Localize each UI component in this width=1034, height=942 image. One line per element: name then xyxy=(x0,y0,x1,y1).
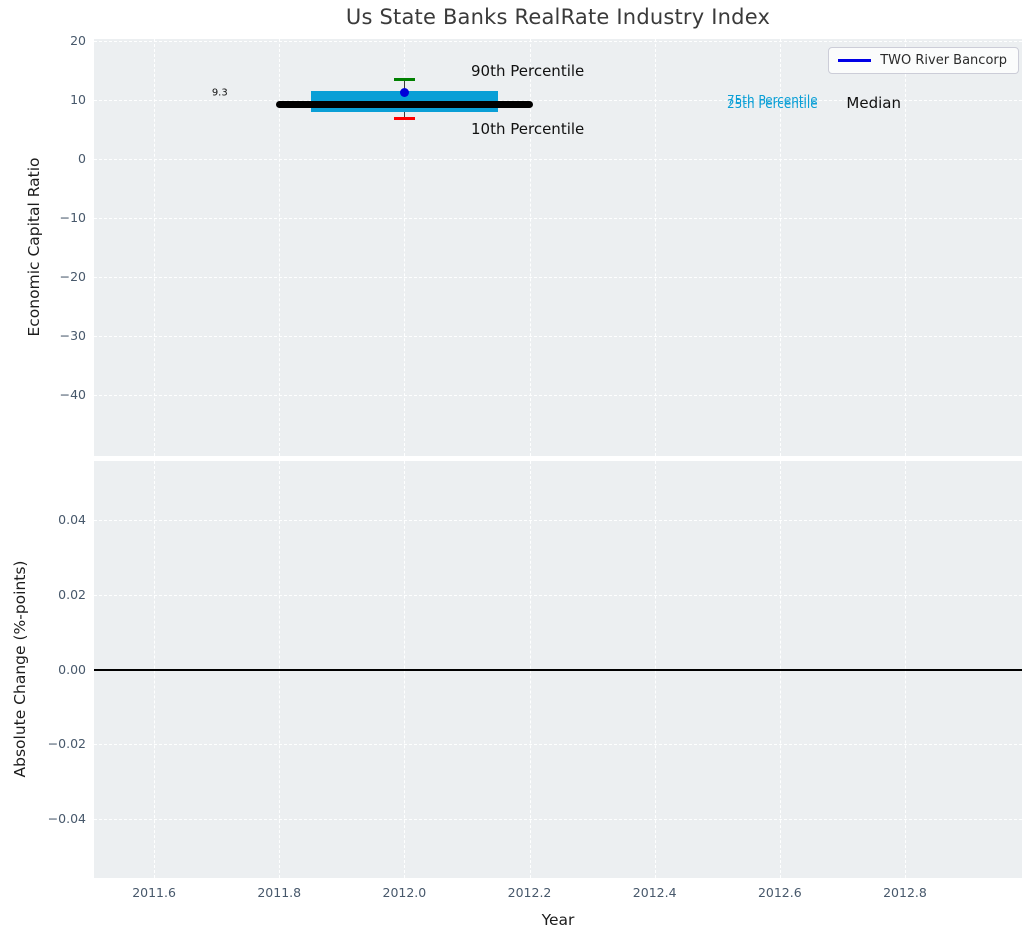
legend-item-label: TWO River Bancorp xyxy=(880,53,1007,68)
y-axis-label-bottom: Absolute Change (%-points) xyxy=(11,560,29,778)
y-gridline xyxy=(94,159,1022,161)
y-gridline xyxy=(94,744,1022,746)
zero-reference-line xyxy=(94,668,1022,671)
bottom-plot-area xyxy=(94,461,1022,878)
y-tick-label: −0.04 xyxy=(47,810,86,826)
p90-whisker-cap xyxy=(393,77,415,81)
x-gridline xyxy=(904,39,906,456)
y-tick-label: −20 xyxy=(59,269,86,285)
y-gridline xyxy=(94,41,1022,43)
y-axis-label-top: Economic Capital Ratio xyxy=(25,157,43,337)
x-gridline xyxy=(404,39,406,456)
x-axis-label: Year xyxy=(541,911,575,929)
p10-whisker-cap xyxy=(393,116,415,120)
y-tick-label: 0.04 xyxy=(58,512,86,528)
y-tick-label: 10 xyxy=(70,92,86,108)
y-gridline xyxy=(94,395,1022,397)
annotation-text: Median xyxy=(846,94,901,113)
x-tick-label: 2012.4 xyxy=(632,885,677,900)
y-tick-label: −40 xyxy=(59,387,86,403)
chart-title: Us State Banks RealRate Industry Index xyxy=(345,5,771,29)
y-gridline xyxy=(94,818,1022,820)
y-gridline xyxy=(94,100,1022,102)
y-tick-label: 20 xyxy=(70,33,86,49)
x-gridline xyxy=(779,39,781,456)
legend: TWO River Bancorp xyxy=(828,47,1019,74)
y-tick-label: −10 xyxy=(59,210,86,226)
x-tick-label: 2012.0 xyxy=(382,885,427,900)
x-tick-label: 2011.8 xyxy=(257,885,302,900)
x-gridline xyxy=(279,39,281,456)
y-tick-label: 0.02 xyxy=(58,586,86,602)
x-tick-label: 2012.2 xyxy=(507,885,552,900)
annotation-text: 75th Percentile xyxy=(727,92,818,107)
y-tick-label: −0.02 xyxy=(47,736,86,752)
y-gridline xyxy=(94,336,1022,338)
top-plot-area: TWO River Bancorp 9.3 90th Percentile 10th… xyxy=(94,39,1022,456)
y-tick-label: 0.00 xyxy=(58,661,86,677)
y-gridline xyxy=(94,218,1022,220)
annotation-text: 25th Percentile xyxy=(727,96,818,111)
x-gridline xyxy=(654,39,656,456)
legend-line-swatch xyxy=(838,59,872,62)
x-tick-label: 2012.6 xyxy=(757,885,802,900)
annotation-text: 10th Percentile xyxy=(471,120,585,138)
median-line xyxy=(276,100,533,108)
y-tick-label: 0 xyxy=(78,151,86,167)
x-tick-label: 2012.8 xyxy=(883,885,927,900)
x-gridline xyxy=(154,39,156,456)
company-data-point xyxy=(399,87,409,97)
x-gridline xyxy=(529,39,531,456)
y-tick-label: −30 xyxy=(59,328,86,344)
y-gridline xyxy=(94,520,1022,522)
annotation-text: 9.3 xyxy=(211,87,228,99)
y-gridline xyxy=(94,594,1022,596)
y-gridline xyxy=(94,277,1022,279)
annotation-text: 90th Percentile xyxy=(471,62,585,81)
x-tick-label: 2011.6 xyxy=(132,885,176,900)
